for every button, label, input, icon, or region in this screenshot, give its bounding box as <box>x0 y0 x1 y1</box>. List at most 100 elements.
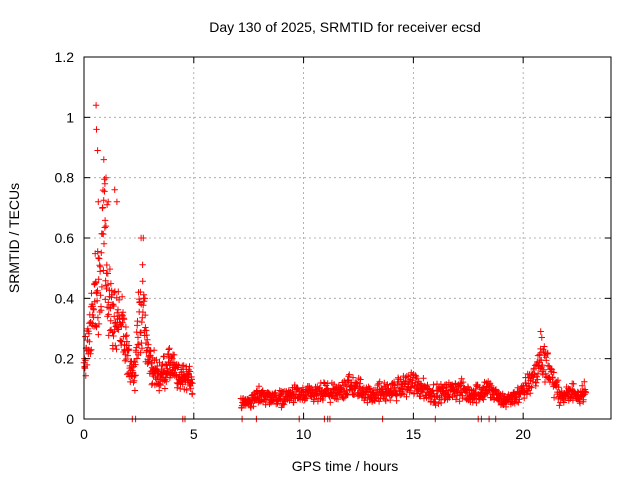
data-point <box>554 377 562 384</box>
data-point <box>137 288 144 296</box>
x-tick-label: 5 <box>190 426 198 442</box>
data-point <box>110 302 117 310</box>
data-point <box>376 378 383 385</box>
data-point <box>262 401 269 408</box>
data-point <box>502 403 510 411</box>
data-point <box>95 254 102 262</box>
data-point <box>349 390 356 398</box>
data-point <box>187 385 194 392</box>
data-point <box>537 328 544 335</box>
data-point <box>140 291 147 298</box>
data-point <box>83 361 91 369</box>
data-point <box>188 379 195 386</box>
data-point <box>123 338 131 345</box>
data-point <box>92 322 99 329</box>
data-point <box>534 352 542 359</box>
data-point <box>95 320 103 328</box>
data-point <box>407 384 414 391</box>
data-point <box>528 384 535 391</box>
x-tick-label: 20 <box>515 426 531 442</box>
data-point <box>168 355 176 362</box>
data-point <box>105 304 113 311</box>
data-point <box>112 342 119 349</box>
data-point <box>118 322 125 330</box>
data-point <box>100 267 107 274</box>
data-point <box>290 399 297 406</box>
x-tick-label: 15 <box>406 426 422 442</box>
data-point <box>480 396 487 403</box>
data-point <box>406 387 414 394</box>
data-point <box>533 373 540 380</box>
data-point <box>393 397 400 404</box>
data-point <box>540 366 547 373</box>
data-point <box>92 102 100 109</box>
data-point <box>174 384 181 391</box>
data-point <box>93 126 100 133</box>
data-point <box>189 390 196 397</box>
data-point <box>140 298 148 305</box>
data-point <box>374 381 381 389</box>
data-point <box>166 345 173 352</box>
data-point <box>160 353 168 360</box>
data-point <box>118 293 126 300</box>
data-point <box>103 285 110 293</box>
data-point <box>541 343 548 350</box>
data-point <box>459 378 467 386</box>
y-tick-label: 1 <box>66 109 74 125</box>
data-point <box>384 381 391 388</box>
data-point <box>104 281 112 288</box>
data-point <box>88 346 95 353</box>
data-point <box>94 314 102 321</box>
data-point <box>102 296 109 303</box>
data-point <box>142 324 149 331</box>
data-point <box>94 287 101 294</box>
data-point <box>432 402 439 409</box>
data-point <box>105 332 112 339</box>
data-point <box>114 309 121 316</box>
data-point <box>402 380 409 387</box>
data-point <box>99 186 107 194</box>
data-point <box>110 289 118 296</box>
data-point <box>555 384 562 391</box>
data-point <box>140 302 147 309</box>
data-point <box>98 249 105 256</box>
x-tick-labels: 0 5 10 15 20 <box>80 426 531 442</box>
data-point <box>131 387 139 394</box>
data-point <box>100 197 107 204</box>
data-point <box>133 355 141 362</box>
data-point <box>139 261 146 268</box>
data-point <box>147 347 154 355</box>
data-point <box>98 307 105 314</box>
data-point <box>114 306 122 313</box>
data-point <box>334 396 342 403</box>
data-point <box>97 292 104 299</box>
data-point <box>143 331 150 339</box>
data-point <box>294 385 302 392</box>
data-point <box>115 288 122 295</box>
data-point <box>539 371 546 378</box>
data-point <box>122 323 130 331</box>
data-point <box>250 403 257 410</box>
data-point <box>255 383 263 390</box>
data-point <box>96 255 103 262</box>
data-point <box>544 349 551 357</box>
data-point <box>382 397 389 405</box>
y-axis-label: SRMTID / TECUs <box>6 183 22 293</box>
data-point <box>94 248 101 255</box>
data-point <box>550 394 558 401</box>
y-tick-label: 1.2 <box>55 49 75 65</box>
data-point <box>96 262 103 269</box>
data-point <box>452 396 460 403</box>
data-point <box>185 366 193 374</box>
data-point <box>132 361 139 368</box>
data-point <box>104 270 111 277</box>
data-point <box>103 201 111 208</box>
data-point <box>97 263 104 270</box>
data-point <box>157 381 164 389</box>
data-point <box>101 180 109 187</box>
data-point <box>120 316 128 323</box>
data-point <box>420 375 427 382</box>
x-tick-label: 10 <box>296 426 312 442</box>
